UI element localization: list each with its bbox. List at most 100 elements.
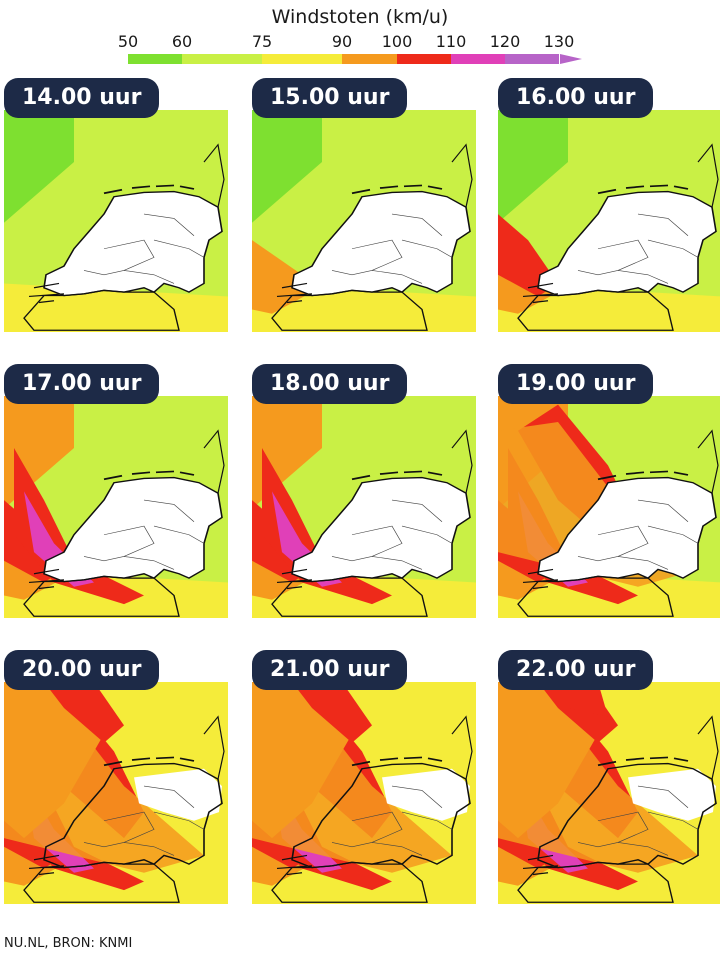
province-border xyxy=(103,811,155,843)
province-border xyxy=(597,239,649,271)
germany-border xyxy=(451,143,473,208)
legend-tick: 60 xyxy=(171,32,193,51)
wadden-island xyxy=(673,471,689,476)
delta-estuary xyxy=(28,568,65,590)
legend-tick: 130 xyxy=(543,32,575,51)
province-border xyxy=(351,811,403,843)
wadden-island xyxy=(403,184,423,188)
calm-area xyxy=(44,191,222,296)
wind-gust-map xyxy=(498,110,720,332)
wadden-island xyxy=(649,184,669,188)
forecast-panel: 14.00 uur xyxy=(4,78,228,334)
province-border xyxy=(123,556,175,570)
province-border xyxy=(401,525,453,544)
province-border xyxy=(103,525,155,557)
calm-area xyxy=(628,768,716,821)
province-border xyxy=(637,499,689,522)
province-border xyxy=(391,785,443,808)
legend-ticks: 50 60 75 90 100 110 120 130 xyxy=(0,32,720,52)
delta-estuary xyxy=(276,854,313,876)
netherlands-border xyxy=(291,190,471,297)
wadden-island xyxy=(379,185,399,189)
forecast-panel: 16.00 uur xyxy=(498,78,720,334)
delta-estuary xyxy=(522,568,559,590)
legend-color-segment xyxy=(128,54,182,64)
gust-band-north xyxy=(44,682,124,743)
province-border xyxy=(103,239,155,271)
gust-band-storm-core xyxy=(14,734,144,891)
source-footer: NU.NL, BRON: KNMI xyxy=(4,936,133,951)
province-border xyxy=(83,556,125,562)
legend-color-segment xyxy=(451,54,505,64)
forecast-panel: 19.00 uur xyxy=(498,364,720,620)
wadden-island xyxy=(427,757,443,762)
province-border xyxy=(83,270,125,276)
legend-color-segment xyxy=(505,54,559,64)
calm-area xyxy=(134,768,222,821)
forecast-panel: 17.00 uur xyxy=(4,364,228,620)
calm-area xyxy=(44,477,222,582)
province-border xyxy=(577,556,619,562)
time-label: 14.00 uur xyxy=(4,78,160,118)
wadden-island xyxy=(155,470,175,474)
calm-area xyxy=(382,768,470,821)
netherlands-border xyxy=(43,476,223,583)
wadden-island xyxy=(379,757,399,761)
time-label: 22.00 uur xyxy=(498,650,654,690)
wadden-island xyxy=(597,760,617,767)
delta-estuary xyxy=(276,282,313,304)
netherlands-border xyxy=(43,190,223,297)
legend-tick: 90 xyxy=(331,32,353,51)
wadden-island xyxy=(351,188,371,195)
wadden-island xyxy=(427,185,443,190)
time-label: 15.00 uur xyxy=(252,78,408,118)
belgium-border xyxy=(517,289,674,331)
belgium-border xyxy=(517,575,674,617)
belgium-border xyxy=(271,575,428,617)
legend-title: Windstoten (km/u) xyxy=(271,6,449,28)
province-border xyxy=(647,811,699,830)
province-border xyxy=(401,239,453,258)
gust-band-north xyxy=(292,682,372,743)
wadden-island xyxy=(103,760,123,767)
delta-estuary xyxy=(28,854,65,876)
legend-color-segment xyxy=(262,54,342,64)
province-border xyxy=(83,842,125,848)
province-border xyxy=(637,785,689,808)
gust-band-storm-core xyxy=(508,734,638,891)
wadden-island xyxy=(649,470,669,474)
province-border xyxy=(647,525,699,544)
forecast-panel: 21.00 uur xyxy=(252,650,476,906)
wadden-island xyxy=(179,471,195,476)
delta-estuary xyxy=(276,568,313,590)
time-label: 17.00 uur xyxy=(4,364,160,404)
netherlands-border xyxy=(537,476,717,583)
legend-tick: 110 xyxy=(435,32,467,51)
belgium-border xyxy=(23,289,180,331)
province-border xyxy=(143,499,195,522)
belgium-border xyxy=(271,861,428,903)
province-border xyxy=(617,842,669,856)
province-border xyxy=(331,842,373,848)
wadden-island xyxy=(131,757,151,761)
gust-band-sea xyxy=(252,110,322,223)
wadden-island xyxy=(155,184,175,188)
gust-band-sea xyxy=(498,110,568,223)
province-border xyxy=(371,842,423,856)
wadden-island xyxy=(673,185,689,190)
province-border xyxy=(143,785,195,808)
province-border xyxy=(153,239,205,258)
netherlands-border xyxy=(291,476,471,583)
belgium-border xyxy=(517,861,674,903)
germany-border xyxy=(697,143,719,208)
germany-border xyxy=(697,715,719,780)
legend-tick: 75 xyxy=(251,32,273,51)
province-border xyxy=(153,811,205,830)
wadden-island xyxy=(351,474,371,481)
wadden-island xyxy=(103,474,123,481)
province-border xyxy=(331,270,373,276)
wind-gust-map xyxy=(4,110,228,332)
wadden-island xyxy=(403,756,423,760)
legend-color-segment xyxy=(397,54,451,64)
province-border xyxy=(577,842,619,848)
